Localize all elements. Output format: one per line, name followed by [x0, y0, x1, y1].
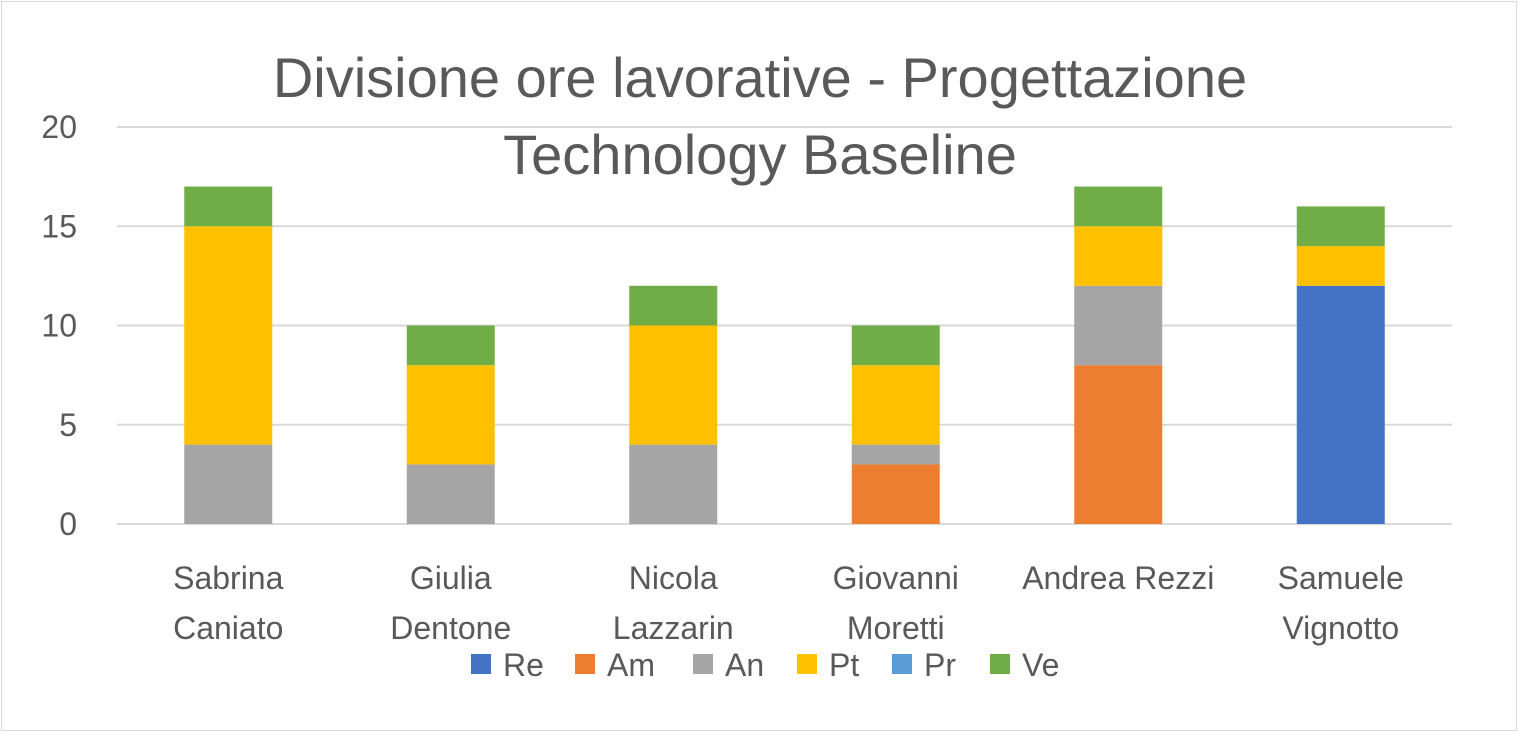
- category-label: Giulia: [410, 560, 492, 596]
- category-label: Sabrina: [173, 560, 284, 596]
- legend-label: Re: [503, 647, 544, 683]
- chart-title-line-1: Divisione ore lavorative - Progettazione: [273, 46, 1247, 109]
- bar-segment-pt: [1074, 226, 1163, 286]
- y-tick-label: 10: [41, 308, 77, 344]
- bar-segment-ve: [851, 325, 940, 366]
- legend-item-am: Am: [575, 647, 655, 683]
- bars: [184, 186, 1385, 524]
- bar-segment-pt: [1296, 246, 1385, 286]
- legend-item-pr: Pr: [892, 647, 956, 683]
- bar-segment-am: [1074, 365, 1163, 524]
- bar-segment-am: [851, 464, 940, 524]
- legend-swatch: [892, 654, 912, 674]
- legend-label: Am: [607, 647, 655, 683]
- bar-segment-pt: [406, 365, 495, 465]
- legend-label: An: [725, 647, 764, 683]
- y-tick-label: 15: [41, 208, 77, 244]
- bar-segment-an: [406, 464, 495, 524]
- y-tick-label: 5: [59, 407, 77, 443]
- category-label: Lazzarin: [613, 610, 734, 646]
- legend-label: Pt: [829, 647, 859, 683]
- x-axis-categories: Sabrina Caniato Giulia Dentone Nicola Lazzari…: [173, 560, 1404, 646]
- bar-segment-an: [629, 444, 718, 524]
- legend: Re Am An Pt Pr Ve: [471, 647, 1059, 683]
- chart-title-line-2: Technology Baseline: [503, 123, 1017, 186]
- bar-segment-ve: [406, 325, 495, 366]
- legend-item-re: Re: [471, 647, 544, 683]
- legend-label: Pr: [924, 647, 956, 683]
- gridlines: [117, 126, 1452, 525]
- category-label: Nicola: [629, 560, 718, 596]
- bar-segment-pt: [184, 226, 273, 445]
- y-tick-label: 20: [41, 109, 77, 145]
- bar-segment-an: [184, 444, 273, 524]
- bar-segment-re: [1296, 285, 1385, 524]
- legend-swatch: [990, 654, 1010, 674]
- legend-item-an: An: [693, 647, 764, 683]
- legend-label: Ve: [1022, 647, 1059, 683]
- category-label: Moretti: [847, 610, 945, 646]
- legend-swatch: [575, 654, 595, 674]
- bar-segment-pt: [851, 365, 940, 445]
- bar-segment-an: [1074, 285, 1163, 366]
- category-label: Samuele: [1278, 560, 1404, 596]
- legend-swatch: [471, 654, 491, 674]
- legend-swatch: [693, 654, 713, 674]
- category-label: Vignotto: [1282, 610, 1399, 646]
- bar-segment-ve: [184, 186, 273, 227]
- legend-swatch: [797, 654, 817, 674]
- category-label: Giovanni: [833, 560, 959, 596]
- bar-segment-ve: [1296, 206, 1385, 247]
- category-label: Dentone: [390, 610, 511, 646]
- legend-item-ve: Ve: [990, 647, 1059, 683]
- bar-segment-ve: [1074, 186, 1163, 227]
- category-label: Andrea Rezzi: [1022, 560, 1214, 596]
- chart-title: Divisione ore lavorative - Progettazione…: [273, 46, 1247, 186]
- category-label: Caniato: [173, 610, 283, 646]
- bar-segment-pt: [629, 325, 718, 445]
- bar-segment-ve: [629, 285, 718, 326]
- y-axis-ticks: 0 5 10 15 20: [41, 109, 77, 542]
- legend-item-pt: Pt: [797, 647, 859, 683]
- y-tick-label: 0: [59, 506, 77, 542]
- bar-segment-an: [851, 444, 940, 465]
